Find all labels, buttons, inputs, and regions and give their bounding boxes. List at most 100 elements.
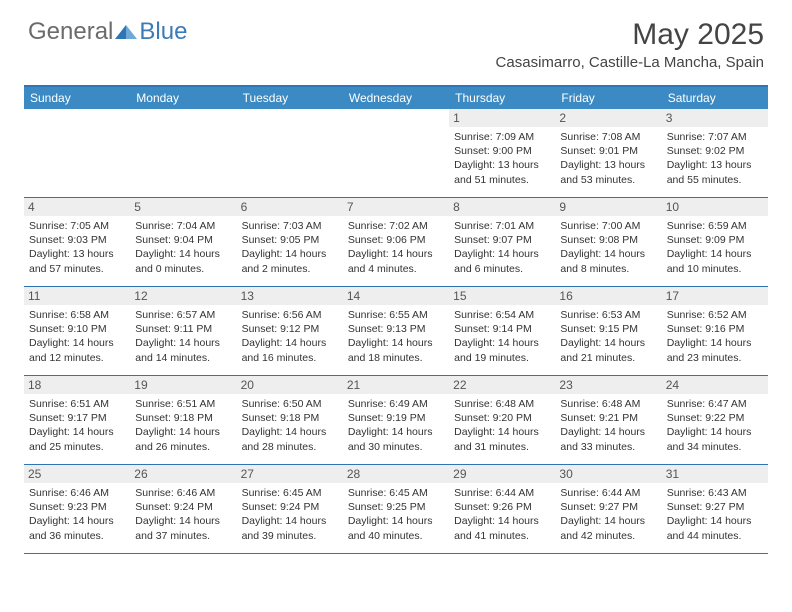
calendar-day: 9Sunrise: 7:00 AMSunset: 9:08 PMDaylight… [555, 198, 661, 286]
day-info: Sunrise: 6:54 AMSunset: 9:14 PMDaylight:… [454, 308, 550, 365]
day-number: 14 [343, 287, 449, 305]
day-info: Sunrise: 7:09 AMSunset: 9:00 PMDaylight:… [454, 130, 550, 187]
sunrise-line: Sunrise: 6:45 AM [242, 486, 338, 500]
sunrise-line: Sunrise: 6:46 AM [135, 486, 231, 500]
calendar-week: 1Sunrise: 7:09 AMSunset: 9:00 PMDaylight… [24, 109, 768, 198]
sunset-line: Sunset: 9:19 PM [348, 411, 444, 425]
daylight-line: Daylight: 14 hours and 8 minutes. [560, 247, 656, 275]
sunset-line: Sunset: 9:27 PM [560, 500, 656, 514]
calendar-day: 1Sunrise: 7:09 AMSunset: 9:00 PMDaylight… [449, 109, 555, 197]
day-number: 21 [343, 376, 449, 394]
title-block: May 2025 Casasimarro, Castille-La Mancha… [496, 18, 764, 71]
day-number: 18 [24, 376, 130, 394]
sunrise-line: Sunrise: 7:09 AM [454, 130, 550, 144]
sunrise-line: Sunrise: 6:49 AM [348, 397, 444, 411]
daylight-line: Daylight: 14 hours and 26 minutes. [135, 425, 231, 453]
daylight-line: Daylight: 14 hours and 14 minutes. [135, 336, 231, 364]
sunrise-line: Sunrise: 6:48 AM [560, 397, 656, 411]
daylight-line: Daylight: 14 hours and 31 minutes. [454, 425, 550, 453]
day-info: Sunrise: 6:45 AMSunset: 9:25 PMDaylight:… [348, 486, 444, 543]
calendar-day: 25 Sunrise: 6:46 AMSunset: 9:23 PMDayligh… [24, 465, 130, 553]
day-info: Sunrise: 6:51 AMSunset: 9:17 PMDaylight:… [29, 397, 125, 454]
day-number: 7 [343, 198, 449, 216]
day-info: Sunrise: 6:49 AMSunset: 9:19 PMDaylight:… [348, 397, 444, 454]
calendar-week: 4Sunrise: 7:05 AMSunset: 9:03 PMDaylight… [24, 198, 768, 287]
calendar-day: 3Sunrise: 7:07 AMSunset: 9:02 PMDaylight… [662, 109, 768, 197]
daylight-line: Daylight: 14 hours and 37 minutes. [135, 514, 231, 542]
daylight-line: Daylight: 14 hours and 6 minutes. [454, 247, 550, 275]
sunrise-line: Sunrise: 6:51 AM [29, 397, 125, 411]
daylight-line: Daylight: 14 hours and 41 minutes. [454, 514, 550, 542]
day-info: Sunrise: 6:46 AMSunset: 9:24 PMDaylight:… [135, 486, 231, 543]
sunset-line: Sunset: 9:07 PM [454, 233, 550, 247]
sunset-line: Sunset: 9:22 PM [667, 411, 763, 425]
calendar-day: 29Sunrise: 6:44 AMSunset: 9:26 PMDayligh… [449, 465, 555, 553]
calendar-day: 20Sunrise: 6:50 AMSunset: 9:18 PMDayligh… [237, 376, 343, 464]
calendar: SundayMondayTuesdayWednesdayThursdayFrid… [24, 85, 768, 554]
brand-logo: General Blue [28, 18, 187, 46]
calendar-day: 12 Sunrise: 6:57 AMSunset: 9:11 PMDayligh… [130, 287, 236, 375]
calendar-day-empty [237, 109, 343, 197]
location: Casasimarro, Castille-La Mancha, Spain [496, 54, 764, 71]
day-number: 24 [662, 376, 768, 394]
day-info: Sunrise: 7:00 AMSunset: 9:08 PMDaylight:… [560, 219, 656, 276]
weekday-header: Friday [555, 87, 661, 109]
calendar-day: 18 Sunrise: 6:51 AMSunset: 9:17 PMDayligh… [24, 376, 130, 464]
day-number: 5 [130, 198, 236, 216]
daylight-line: Daylight: 14 hours and 40 minutes. [348, 514, 444, 542]
weekday-header-row: SundayMondayTuesdayWednesdayThursdayFrid… [24, 87, 768, 109]
day-number: 19 [130, 376, 236, 394]
brand-part1: General [28, 18, 113, 46]
sunset-line: Sunset: 9:20 PM [454, 411, 550, 425]
day-number: 31 [662, 465, 768, 483]
day-info: Sunrise: 6:51 AMSunset: 9:18 PMDaylight:… [135, 397, 231, 454]
sunrise-line: Sunrise: 6:50 AM [242, 397, 338, 411]
sunset-line: Sunset: 9:18 PM [135, 411, 231, 425]
day-number: 12 [130, 287, 236, 305]
sunset-line: Sunset: 9:09 PM [667, 233, 763, 247]
day-info: Sunrise: 6:57 AMSunset: 9:11 PMDaylight:… [135, 308, 231, 365]
daylight-line: Daylight: 14 hours and 10 minutes. [667, 247, 763, 275]
daylight-line: Daylight: 14 hours and 36 minutes. [29, 514, 125, 542]
day-info: Sunrise: 6:43 AMSunset: 9:27 PMDaylight:… [667, 486, 763, 543]
daylight-line: Daylight: 14 hours and 44 minutes. [667, 514, 763, 542]
calendar-day-empty [343, 109, 449, 197]
calendar-day: 13Sunrise: 6:56 AMSunset: 9:12 PMDayligh… [237, 287, 343, 375]
day-info: Sunrise: 6:46 AMSunset: 9:23 PMDaylight:… [29, 486, 125, 543]
calendar-day: 15Sunrise: 6:54 AMSunset: 9:14 PMDayligh… [449, 287, 555, 375]
weekday-header: Saturday [662, 87, 768, 109]
sunset-line: Sunset: 9:24 PM [242, 500, 338, 514]
sunrise-line: Sunrise: 7:04 AM [135, 219, 231, 233]
calendar-day: 30Sunrise: 6:44 AMSunset: 9:27 PMDayligh… [555, 465, 661, 553]
day-info: Sunrise: 6:45 AMSunset: 9:24 PMDaylight:… [242, 486, 338, 543]
sunset-line: Sunset: 9:23 PM [29, 500, 125, 514]
sunset-line: Sunset: 9:26 PM [454, 500, 550, 514]
sunrise-line: Sunrise: 7:08 AM [560, 130, 656, 144]
sunrise-line: Sunrise: 7:01 AM [454, 219, 550, 233]
sunset-line: Sunset: 9:11 PM [135, 322, 231, 336]
sunset-line: Sunset: 9:17 PM [29, 411, 125, 425]
day-info: Sunrise: 7:08 AMSunset: 9:01 PMDaylight:… [560, 130, 656, 187]
sunrise-line: Sunrise: 6:48 AM [454, 397, 550, 411]
sunrise-line: Sunrise: 7:00 AM [560, 219, 656, 233]
day-number: 25 [24, 465, 130, 483]
sunrise-line: Sunrise: 6:57 AM [135, 308, 231, 322]
day-number: 2 [555, 109, 661, 127]
sunset-line: Sunset: 9:14 PM [454, 322, 550, 336]
day-info: Sunrise: 7:01 AMSunset: 9:07 PMDaylight:… [454, 219, 550, 276]
sunset-line: Sunset: 9:24 PM [135, 500, 231, 514]
sunset-line: Sunset: 9:12 PM [242, 322, 338, 336]
sunrise-line: Sunrise: 6:59 AM [667, 219, 763, 233]
sunrise-line: Sunrise: 6:51 AM [135, 397, 231, 411]
sunrise-line: Sunrise: 6:53 AM [560, 308, 656, 322]
day-number: 20 [237, 376, 343, 394]
calendar-day: 19 Sunrise: 6:51 AMSunset: 9:18 PMDayligh… [130, 376, 236, 464]
daylight-line: Daylight: 14 hours and 18 minutes. [348, 336, 444, 364]
calendar-week: 18Sunrise: 6:51 AMSunset: 9:17 PMDayligh… [24, 376, 768, 465]
daylight-line: Daylight: 14 hours and 33 minutes. [560, 425, 656, 453]
calendar-day: 21 Sunrise: 6:49 AMSunset: 9:19 PMDayligh… [343, 376, 449, 464]
day-number: 8 [449, 198, 555, 216]
day-number: 23 [555, 376, 661, 394]
daylight-line: Daylight: 14 hours and 34 minutes. [667, 425, 763, 453]
calendar-day: 26Sunrise: 6:46 AMSunset: 9:24 PMDayligh… [130, 465, 236, 553]
